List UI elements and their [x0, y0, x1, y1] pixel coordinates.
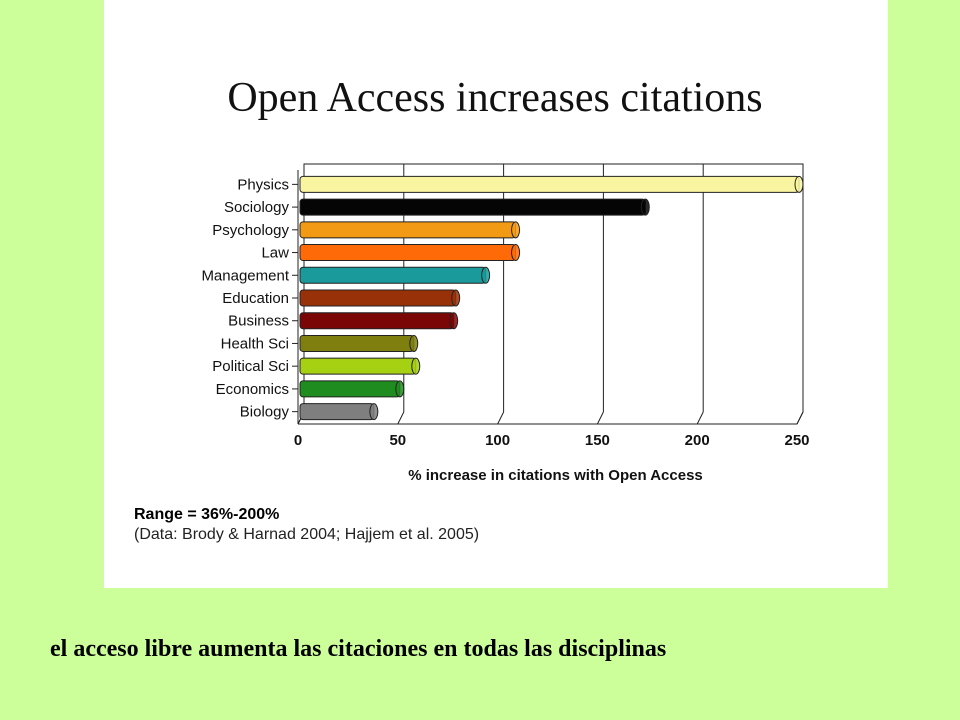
bar	[299, 175, 800, 193]
y-tick-label: Education	[222, 290, 289, 307]
x-tick-label: 100	[485, 432, 510, 449]
bar	[299, 403, 375, 421]
slide-caption: el acceso libre aumenta las citaciones e…	[50, 636, 667, 662]
x-tick-label: 150	[585, 432, 610, 449]
y-tick-label: Psychology	[212, 222, 289, 239]
slide-panel: Open Access increases citations 0 50 100 15…	[104, 0, 888, 588]
bar-end-cap	[409, 334, 419, 352]
y-tick-label: Business	[228, 313, 289, 330]
bar-end-cap	[411, 357, 421, 375]
x-axis-title: % increase in citations with Open Access	[408, 467, 703, 484]
data-source-text: (Data: Brody & Harnad 2004; Hajjem et al…	[134, 526, 480, 543]
bar-end-cap	[369, 403, 379, 421]
x-tick-label: 250	[784, 432, 809, 449]
bar	[299, 380, 401, 398]
y-tick-label: Law	[261, 245, 289, 262]
bar-chart: 0 50 100 150 200 250 % increase in citations w…	[201, 163, 810, 484]
chart-title: Open Access increases citations	[227, 75, 763, 121]
bar-end-cap	[449, 312, 459, 330]
x-tick-mark	[796, 411, 804, 425]
bar	[299, 357, 417, 375]
x-tick-label: 0	[294, 432, 302, 449]
bar	[299, 289, 457, 307]
y-tick-label: Physics	[237, 176, 289, 193]
x-tick-mark	[497, 411, 505, 425]
bar-end-cap	[395, 380, 405, 398]
bar-end-cap	[794, 175, 804, 193]
range-text: Range = 36%-200%	[134, 506, 280, 523]
bar	[299, 312, 455, 330]
x-tick-label: 200	[685, 432, 710, 449]
bar	[299, 198, 646, 216]
bar	[299, 221, 517, 239]
x-tick-mark	[397, 411, 405, 425]
y-tick-label: Economics	[216, 381, 289, 398]
bar	[299, 266, 487, 284]
bar-end-cap	[451, 289, 461, 307]
x-tick-mark	[596, 411, 604, 425]
bar	[299, 244, 517, 262]
bar-end-cap	[481, 266, 491, 284]
x-tick-mark	[696, 411, 704, 425]
y-tick-label: Management	[201, 267, 289, 284]
bar-end-cap	[640, 198, 650, 216]
y-tick-label: Political Sci	[212, 358, 289, 375]
bar	[299, 334, 415, 352]
bar-end-cap	[511, 244, 521, 262]
bar-end-cap	[511, 221, 521, 239]
y-tick-label: Biology	[240, 404, 290, 421]
y-tick-label: Sociology	[224, 199, 290, 216]
range-note: Range = 36%-200% (Data: Brody & Harnad 2…	[134, 505, 554, 545]
y-tick-label: Health Sci	[221, 335, 289, 352]
x-tick-label: 50	[389, 432, 406, 449]
